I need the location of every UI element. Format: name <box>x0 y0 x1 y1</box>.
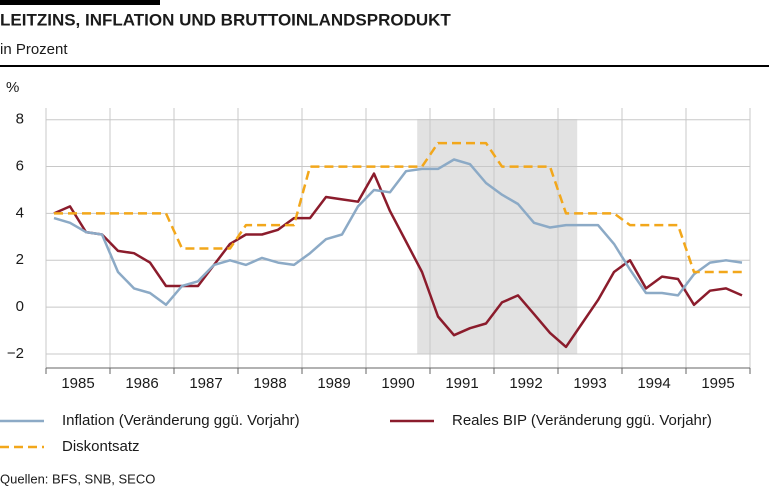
shaded-region <box>417 119 578 354</box>
y-tick-label: −2 <box>7 345 24 362</box>
title-bar <box>0 0 160 5</box>
x-tick-label: 1995 <box>701 375 734 392</box>
chart-title: LEITZINS, INFLATION UND BRUTTOINLANDSPRO… <box>0 10 451 29</box>
series-line <box>54 141 742 274</box>
x-tick-label: 1991 <box>445 375 478 392</box>
x-tick-label: 1993 <box>573 375 606 392</box>
y-tick-label: 4 <box>16 204 24 221</box>
x-tick-label: 1985 <box>61 375 94 392</box>
header-rule <box>0 65 769 67</box>
x-tick-label: 1994 <box>637 375 670 392</box>
series-line <box>53 172 743 349</box>
legend-label: Diskontsatz <box>62 438 140 455</box>
y-axis-label: % <box>6 79 19 96</box>
series-line <box>53 158 743 307</box>
x-tick-label: 1990 <box>381 375 414 392</box>
x-tick-label: 1992 <box>509 375 542 392</box>
x-tick-label: 1989 <box>317 375 350 392</box>
y-tick-label: 0 <box>16 298 24 315</box>
y-tick-label: 6 <box>16 158 24 175</box>
x-tick-label: 1987 <box>189 375 222 392</box>
source: Quellen: BFS, SNB, SECO <box>0 471 155 486</box>
chart-subtitle: in Prozent <box>0 41 68 58</box>
x-tick-label: 1986 <box>125 375 158 392</box>
legend-label: Inflation (Veränderung ggü. Vorjahr) <box>62 412 300 429</box>
legend-label: Reales BIP (Veränderung ggü. Vorjahr) <box>452 412 712 429</box>
x-tick-label: 1988 <box>253 375 286 392</box>
y-tick-label: 2 <box>16 251 24 268</box>
y-tick-label: 8 <box>16 111 24 128</box>
